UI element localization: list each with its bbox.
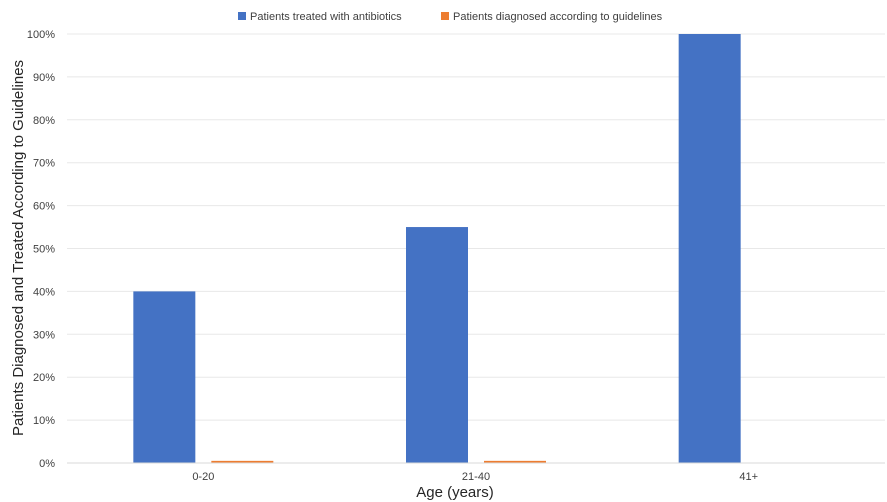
y-tick-label: 50% [33,244,55,256]
bar-antibiotics-21-40 [406,227,468,463]
bar-antibiotics-0-20 [133,291,196,463]
y-tick-label: 60% [33,201,55,213]
y-axis-ticks: 0% 10% 20% 30% 40% 50% 60% 70% 80% 90% 100% [27,29,55,470]
legend-label-antibiotics: Patients treated with antibiotics [250,11,402,23]
legend: Patients treated with antibiotics Patien… [238,11,663,23]
bars [133,34,741,463]
y-tick-label: 0% [39,458,55,470]
bar-guidelines-0-20 [211,460,274,463]
gridlines [67,33,885,421]
y-tick-label: 80% [33,115,55,127]
x-axis-title: Age (years) [416,484,494,501]
legend-swatch-antibiotics [238,12,246,20]
y-tick-label: 20% [33,372,55,384]
y-tick-label: 10% [33,415,55,427]
x-tick-label: 41+ [739,471,758,483]
y-tick-label: 90% [33,72,55,84]
y-tick-label: 100% [27,29,55,41]
x-axis-ticks: 0-20 21-40 41+ [192,471,758,483]
bar-guidelines-21-40 [484,460,546,463]
y-tick-label: 30% [33,329,55,341]
bar-antibiotics-41+ [678,34,741,463]
legend-label-guidelines: Patients diagnosed according to guidelin… [453,11,663,23]
y-tick-label: 40% [33,286,55,298]
y-axis-title: Patients Diagnosed and Treated According… [10,60,27,436]
x-tick-label: 21-40 [462,471,490,483]
x-tick-label: 0-20 [192,471,214,483]
y-tick-label: 70% [33,158,55,170]
legend-swatch-guidelines [441,12,449,20]
